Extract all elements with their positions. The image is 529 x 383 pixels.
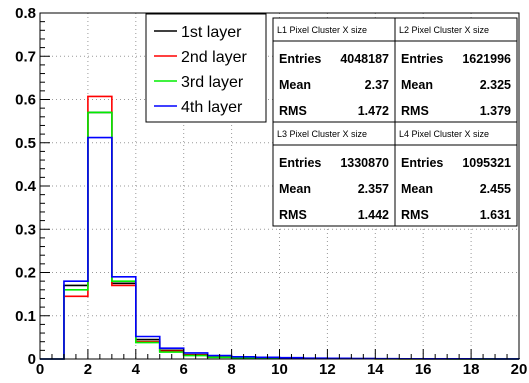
stat-key-mean: Mean <box>401 78 433 92</box>
stat-key-mean: Mean <box>279 78 311 92</box>
axes-layer: 0 2 4 6 8 10 12 14 16 18 20 0 0.1 0.2 0.3 0.4 0.5 0.6 0.7 0… <box>15 5 527 378</box>
y-tick-label: 0 <box>28 351 36 368</box>
stat-key-entries: Entries <box>279 156 321 170</box>
y-tick-label: 0.6 <box>15 92 36 109</box>
stat-key-entries: Entries <box>279 52 321 66</box>
stat-key-mean: Mean <box>279 182 311 196</box>
stat-box-frame <box>394 121 518 227</box>
stat-value-mean: 2.455 <box>480 182 511 196</box>
stat-box-frame <box>272 17 396 123</box>
x-tick-label: 12 <box>319 361 336 378</box>
legend-label-1: 1st layer <box>181 24 242 41</box>
stat-box-title: L2 Pixel Cluster X size <box>399 25 489 35</box>
stat-value-rms: 1.442 <box>358 208 389 222</box>
stat-box-4: L4 Pixel Cluster X size Entries 1095321 Mea… <box>394 121 518 227</box>
stat-key-entries: Entries <box>401 52 443 66</box>
x-tick-label: 0 <box>36 361 44 378</box>
stat-box-frame <box>272 121 396 227</box>
x-tick-label: 14 <box>367 361 384 378</box>
stat-value-entries: 1095321 <box>462 156 511 170</box>
stat-box-title: L1 Pixel Cluster X size <box>277 25 367 35</box>
x-tick-label: 20 <box>511 361 528 378</box>
stat-key-rms: RMS <box>401 104 429 118</box>
stat-value-rms: 1.631 <box>480 208 511 222</box>
x-tick-label: 4 <box>132 361 141 378</box>
stat-box-3: L3 Pixel Cluster X size Entries 1330870 Mea… <box>272 121 396 227</box>
legend-label-2: 2nd layer <box>181 49 247 66</box>
y-tick-label: 0.4 <box>15 178 37 195</box>
x-tick-label: 2 <box>84 361 92 378</box>
legend-box <box>145 13 267 123</box>
stat-value-entries: 1621996 <box>462 52 511 66</box>
stat-key-rms: RMS <box>279 208 307 222</box>
stat-key-rms: RMS <box>279 104 307 118</box>
stat-box-1: L1 Pixel Cluster X size Entries 4048187 Mea… <box>272 17 396 123</box>
stat-value-rms: 1.379 <box>480 104 511 118</box>
y-tick-label: 0.5 <box>15 135 36 152</box>
stat-value-mean: 2.325 <box>480 78 511 92</box>
y-tick-label: 0.7 <box>15 48 36 65</box>
stat-box-2: L2 Pixel Cluster X size Entries 1621996 Mea… <box>394 17 518 123</box>
legend-label-4: 4th layer <box>181 99 243 116</box>
stat-key-mean: Mean <box>401 182 433 196</box>
stat-box-frame <box>394 17 518 123</box>
x-tick-label: 16 <box>415 361 432 378</box>
legend: 1st layer 2nd layer 3rd layer 4th layer <box>145 13 267 123</box>
x-tick-label: 8 <box>227 361 235 378</box>
y-tick-label: 0.2 <box>15 265 36 282</box>
stat-key-entries: Entries <box>401 156 443 170</box>
x-tick-label: 10 <box>271 361 288 378</box>
x-tick-label: 18 <box>463 361 480 378</box>
stat-box-title: L3 Pixel Cluster X size <box>277 129 367 139</box>
legend-label-3: 3rd layer <box>181 74 244 91</box>
stat-box-title: L4 Pixel Cluster X size <box>399 129 489 139</box>
y-tick-label: 0.3 <box>15 221 36 238</box>
stat-value-entries: 4048187 <box>340 52 389 66</box>
stat-value-rms: 1.472 <box>358 104 389 118</box>
y-tick-label: 0.1 <box>15 308 36 325</box>
stat-value-entries: 1330870 <box>340 156 389 170</box>
x-tick-label: 6 <box>180 361 188 378</box>
y-tick-label: 0.8 <box>15 5 36 22</box>
stat-value-mean: 2.37 <box>365 78 389 92</box>
stat-key-rms: RMS <box>401 208 429 222</box>
stat-value-mean: 2.357 <box>358 182 389 196</box>
stat-boxes: L1 Pixel Cluster X size Entries 4048187 Mea… <box>272 17 518 227</box>
